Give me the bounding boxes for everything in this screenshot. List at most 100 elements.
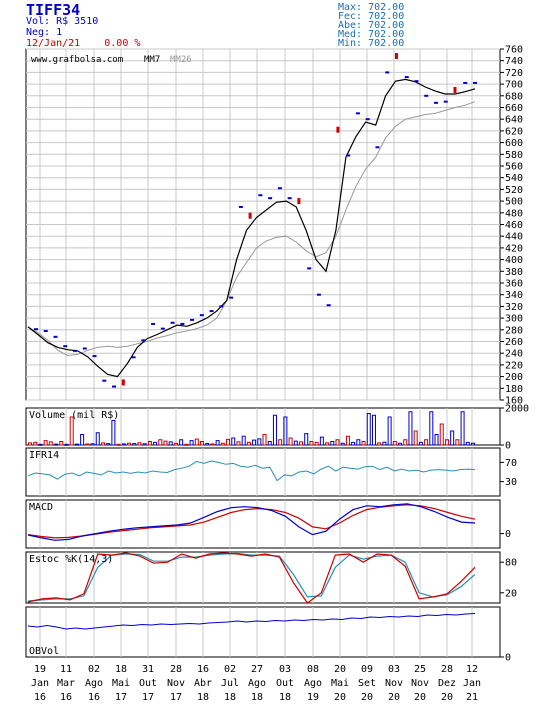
price-candles <box>34 53 477 388</box>
volume-y-axis: 0 2000 <box>500 404 529 452</box>
date-label: 31 <box>142 664 154 675</box>
obv-series <box>27 613 476 630</box>
date-label: Ago <box>85 678 103 689</box>
date-label: 17 <box>170 692 182 703</box>
volume-bar <box>48 441 53 446</box>
date-label: 18 <box>197 692 209 703</box>
date-label: 18 <box>251 692 263 703</box>
date-label: 28 <box>170 664 182 675</box>
volume-bar <box>278 439 283 446</box>
volume-bar <box>43 440 48 446</box>
price-y-tick-label: 620 <box>505 126 523 137</box>
price-candle <box>375 146 380 149</box>
volume-bar <box>304 433 309 446</box>
volume-grid <box>39 408 473 445</box>
price-candle <box>268 197 273 200</box>
price-candle <box>336 126 340 133</box>
price-candle <box>121 379 125 386</box>
price-candle <box>307 267 312 270</box>
volume-bar <box>299 441 304 446</box>
ifr-panel: IFR14 30 70 <box>25 447 517 497</box>
price-y-tick-label: 360 <box>505 279 523 290</box>
date-label: Ago <box>304 678 322 689</box>
price-candle <box>258 194 263 197</box>
date-label: 16 <box>197 664 209 675</box>
price-candle <box>326 304 331 307</box>
price-y-tick-label: 740 <box>505 56 523 67</box>
obv-line <box>27 613 476 630</box>
volume-bar <box>382 441 387 446</box>
volume-bar <box>319 436 324 446</box>
price-candle <box>73 349 78 352</box>
ifr-grid <box>39 448 473 496</box>
price-y-tick-label: 340 <box>505 290 523 301</box>
volume-bar <box>288 437 293 446</box>
macd-y-tick-label: 0 <box>505 529 511 540</box>
price-y-tick-label: 380 <box>505 267 523 278</box>
date-label: Mar <box>57 678 75 689</box>
price-series <box>27 78 476 378</box>
price-y-tick-label: 460 <box>505 220 523 231</box>
stat-min: Min: 702.00 <box>338 38 404 49</box>
volume-bar <box>429 411 434 446</box>
volume-bar <box>246 441 251 446</box>
volume-bar <box>90 443 95 446</box>
ifr-y-tick-label: 30 <box>505 477 517 488</box>
volume-bar <box>74 443 79 446</box>
volume-bar <box>179 439 184 446</box>
volume-bar <box>80 434 85 446</box>
volume-bar <box>189 440 194 446</box>
volume-bar <box>325 442 330 446</box>
volume-bar <box>153 441 158 446</box>
date-label: 18 <box>115 664 127 675</box>
volume-bar <box>434 434 439 446</box>
price-y-tick-label: 260 <box>505 337 523 348</box>
price-y-tick-label: 760 <box>505 45 523 56</box>
date-label: 18 <box>224 692 236 703</box>
obv-grid <box>39 607 473 657</box>
volume-bar <box>69 416 74 446</box>
volume-bar <box>272 414 277 446</box>
volume-bar <box>127 442 132 446</box>
volume-bar <box>252 439 257 446</box>
volume-bar <box>38 443 43 446</box>
date-label: 27 <box>251 664 263 675</box>
date-label: 16 <box>34 692 46 703</box>
macd-line <box>27 503 476 541</box>
date-label: 16 <box>88 692 100 703</box>
price-candle <box>219 305 224 308</box>
ifr-series <box>27 460 476 482</box>
price-candle <box>424 94 429 97</box>
date-label: Mai <box>331 678 349 689</box>
stochastic-k-line <box>27 552 476 604</box>
volume-bar <box>132 443 137 446</box>
price-candle <box>141 339 146 342</box>
date-label: 03 <box>388 664 400 675</box>
price-y-tick-label: 580 <box>505 150 523 161</box>
volume-bar <box>345 435 350 446</box>
volume-bar <box>85 443 90 446</box>
volume-bar <box>199 441 204 446</box>
stochastic-d-line <box>27 552 476 602</box>
price-y-tick-label: 660 <box>505 103 523 114</box>
volume-title: Volume (mil R$) <box>29 410 119 421</box>
volume-bars <box>28 411 475 446</box>
volume-bar <box>241 435 246 446</box>
price-y-tick-label: 720 <box>505 68 523 79</box>
volume-bar <box>439 423 444 446</box>
price-y-tick-label: 600 <box>505 138 523 149</box>
price-y-tick-label: 180 <box>505 384 523 395</box>
volume-bar <box>465 441 470 446</box>
price-candle <box>287 197 292 200</box>
date-change: 12/Jan/21 0.00 % <box>26 38 140 49</box>
volume-bar <box>366 413 371 446</box>
volume-panel: Volume (mil R$) 0 2000 <box>25 404 529 452</box>
date-label: 18 <box>279 692 291 703</box>
ticker-title: TIFF34 <box>26 1 80 19</box>
volume-bar <box>158 439 163 446</box>
volume-bar <box>231 437 236 446</box>
ifr-y-axis: 30 70 <box>500 458 517 488</box>
date-label: 11 <box>60 664 72 675</box>
